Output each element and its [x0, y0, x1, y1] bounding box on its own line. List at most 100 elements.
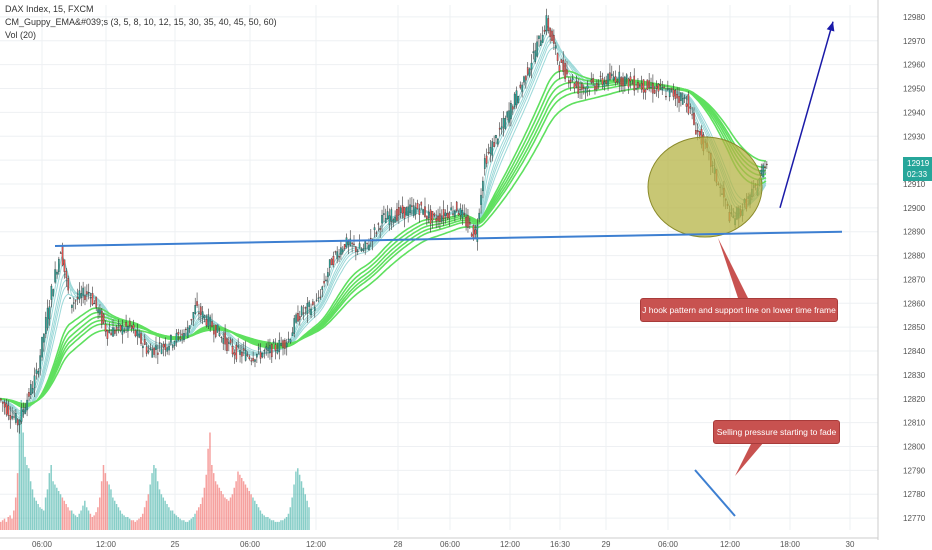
candle-body	[590, 79, 593, 83]
candle-body	[213, 330, 215, 335]
candle-body	[383, 213, 385, 215]
candle-body	[37, 371, 40, 375]
candle-body	[691, 114, 693, 116]
volume-bar	[35, 500, 37, 530]
candle-body	[186, 327, 189, 338]
candle-body	[276, 350, 279, 354]
candle-body	[188, 325, 191, 329]
volume-bar	[24, 456, 26, 530]
volume-bar	[42, 510, 45, 530]
candle-body	[498, 127, 501, 130]
price-tick-label: 12820	[903, 395, 926, 404]
candle-body	[226, 338, 228, 351]
volume-bar	[102, 465, 105, 530]
volume-bar	[57, 491, 60, 530]
price-axis[interactable]: 12770 12780 12790 12800 12810 12820 12830 12840…	[877, 0, 926, 540]
volume-bar	[26, 465, 28, 530]
candle-body	[304, 307, 307, 309]
candle-body	[396, 209, 398, 221]
candle-body	[274, 344, 277, 351]
candle-body	[525, 75, 527, 81]
candle-body	[414, 207, 417, 215]
candle-body	[461, 210, 464, 218]
candle-body	[547, 18, 550, 31]
volume-bar	[74, 515, 77, 530]
candle-body	[246, 354, 249, 356]
candle-body	[59, 252, 62, 254]
candle-body	[356, 250, 359, 253]
candle-body	[334, 251, 337, 253]
candle-body	[534, 50, 537, 63]
candle-body	[162, 343, 165, 348]
candle-body	[648, 80, 650, 89]
candles	[0, 8, 768, 434]
volume-trendline[interactable]	[694, 469, 736, 517]
candle-body	[610, 73, 613, 77]
candle-body	[695, 130, 697, 135]
candle-body	[635, 88, 637, 90]
candle-body	[138, 333, 140, 338]
candle-body	[244, 350, 247, 361]
candle-body	[644, 89, 647, 93]
volume-bar	[127, 517, 129, 530]
candle-body	[521, 84, 523, 92]
forecast-arrowhead	[826, 21, 835, 32]
volume-bar	[121, 513, 123, 530]
volume-bar	[267, 517, 269, 530]
candle-body	[629, 76, 632, 82]
candle-body	[373, 227, 376, 231]
volume-bar	[145, 500, 148, 530]
candle-body	[145, 346, 148, 354]
volume-bar	[304, 494, 306, 530]
candle-body	[71, 304, 73, 308]
volume-bar	[158, 489, 161, 530]
candle-body	[360, 249, 363, 251]
candle-body	[198, 312, 200, 314]
forecast-arrow[interactable]	[779, 21, 834, 209]
candle-body	[84, 295, 86, 300]
volume-bar	[283, 518, 286, 530]
candle-body	[101, 310, 103, 325]
candle-body	[328, 259, 331, 268]
candle-body	[381, 215, 383, 224]
price-tick-label: 12940	[903, 108, 926, 117]
candle-body	[338, 256, 340, 258]
candle-body	[668, 88, 671, 98]
volume-bar	[203, 487, 206, 530]
volume-bar	[31, 489, 34, 530]
candle-body	[624, 76, 626, 86]
candle-body	[519, 84, 522, 88]
candle-body	[33, 375, 36, 388]
price-tick-label: 12850	[903, 323, 926, 332]
volume-bar	[295, 471, 297, 530]
candle-body	[257, 347, 260, 350]
candle-body	[485, 155, 488, 164]
candle-body	[483, 158, 486, 169]
volume-bar	[212, 473, 215, 530]
candle-body	[181, 333, 183, 336]
volume-bar	[70, 510, 73, 530]
candle-body	[127, 326, 129, 332]
time-tick-label: 06:00	[32, 540, 53, 549]
volume-bar	[149, 484, 151, 530]
candle-body	[556, 53, 559, 61]
candle-body	[424, 206, 426, 217]
candle-body	[254, 359, 256, 362]
candle-body	[405, 207, 408, 216]
support-line[interactable]	[54, 230, 843, 248]
candle-body	[670, 88, 673, 90]
volume-bar	[194, 513, 196, 530]
candle-body	[147, 350, 150, 353]
candle-body	[196, 301, 198, 306]
volume-bar	[293, 484, 295, 530]
time-axis[interactable]: 06:00 12:00 25 06:00 12:00 28 06:00 12:00 16:30 2…	[0, 537, 878, 549]
volume-bar	[179, 518, 181, 530]
selling-pressure-callout[interactable]: Selling pressure starting to fade	[713, 420, 840, 444]
candle-body	[231, 345, 234, 355]
price-badge-value: 12919	[907, 159, 930, 168]
candle-body	[482, 180, 484, 192]
jhook-callout[interactable]: J hook pattern and support line on lower…	[640, 298, 838, 322]
volume-bar	[123, 515, 125, 530]
volume-bar	[119, 510, 122, 530]
